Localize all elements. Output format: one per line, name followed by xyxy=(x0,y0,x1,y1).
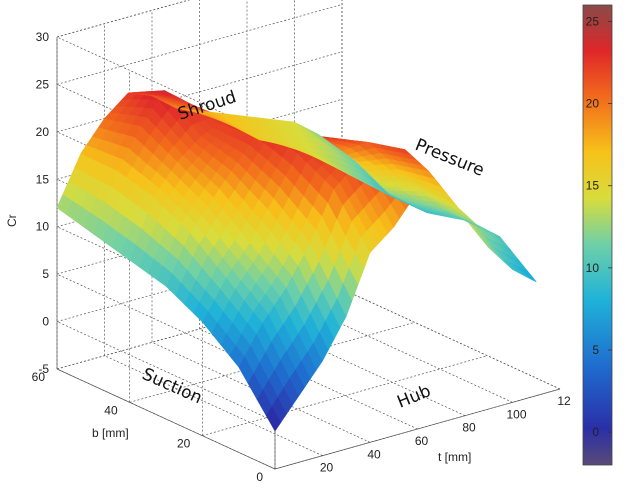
z-axis-label: Cr xyxy=(5,214,19,227)
x-axis-label: t [mm] xyxy=(438,450,471,464)
surface-patch xyxy=(312,131,328,142)
z-tick-label: 30 xyxy=(36,30,50,44)
z-tick-label: -5 xyxy=(38,362,49,376)
z-tick-label: 0 xyxy=(42,315,49,329)
y-tick-label: 0 xyxy=(256,470,263,484)
x-tick-label: 12 xyxy=(557,394,571,408)
x-tick-label: 40 xyxy=(367,447,381,461)
colorbar-tick-label: 5 xyxy=(592,343,599,357)
z-tick-label: 15 xyxy=(36,172,50,186)
grid-line xyxy=(56,288,343,370)
z-tick-label: 10 xyxy=(36,220,50,234)
x-tick-label: 60 xyxy=(415,434,429,448)
axis-line xyxy=(56,368,276,470)
axis-line xyxy=(56,0,191,38)
y-tick-label: 20 xyxy=(177,437,191,451)
annotation-suction: Suction xyxy=(139,364,205,408)
colorbar-tick-label: 25 xyxy=(586,14,600,28)
colorbar-tick-label: 15 xyxy=(586,179,600,193)
y-tick-label: 60 xyxy=(32,370,46,384)
colorbar: 0 5 10 15 20 25 xyxy=(582,4,613,466)
z-tick-label: 20 xyxy=(36,125,50,139)
axis-ticks: -5 0 5 10 15 20 25 30 0 20 40 60 20 40 60 80 100 12 xyxy=(32,30,571,484)
x-tick-label: 80 xyxy=(462,421,476,435)
z-tick-label: 25 xyxy=(36,77,50,91)
colorbar-tick-label: 10 xyxy=(586,261,600,275)
grid-line xyxy=(341,288,561,390)
x-tick-label: 20 xyxy=(320,461,334,475)
annotation-hub: Hub xyxy=(394,381,433,412)
colorbar-ticks: 0 5 10 15 20 25 xyxy=(586,14,612,439)
z-tick-label: 5 xyxy=(42,267,49,281)
colorbar-tick-label: 20 xyxy=(586,97,600,111)
y-axis-label: b [mm] xyxy=(92,426,129,440)
colorbar-tick-label: 0 xyxy=(592,425,599,439)
grid-line xyxy=(202,355,488,437)
axis-line xyxy=(341,288,561,390)
y-tick-label: 40 xyxy=(104,403,118,417)
colorbar-gradient xyxy=(582,4,613,466)
x-tick-label: 100 xyxy=(506,407,526,421)
surface-plot xyxy=(56,90,537,432)
axis-line xyxy=(274,388,561,470)
